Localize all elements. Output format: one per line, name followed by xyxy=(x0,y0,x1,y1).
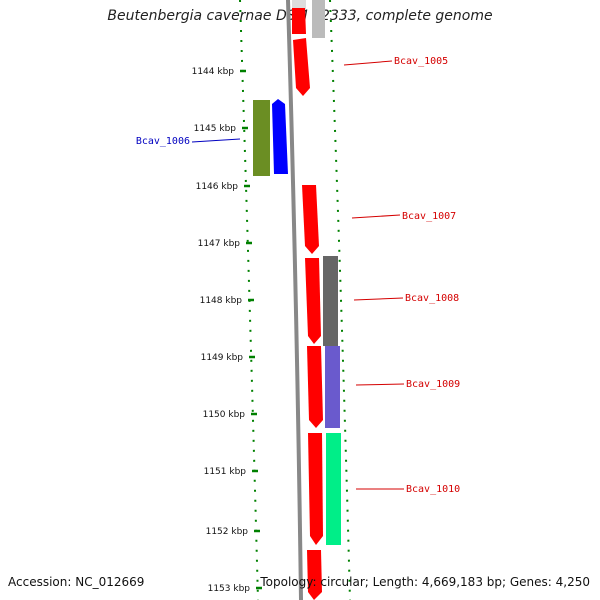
gene-arrow-bcav-1005 xyxy=(293,38,310,96)
scale-label-1148: 1148 kbp xyxy=(200,296,243,306)
gene-faded-top-gray xyxy=(312,0,325,38)
gene-arrow-bcav-1010 xyxy=(308,433,323,545)
gene-arrow-bcav-1008 xyxy=(305,258,321,344)
gene-gray-block xyxy=(323,256,338,346)
gene-slate-block xyxy=(325,346,340,428)
gene-olive-block xyxy=(253,100,270,176)
gene-arrow-bcav-1009 xyxy=(307,346,323,428)
gene-arrow-bcav-1006 xyxy=(272,99,288,174)
scale-label-1147: 1147 kbp xyxy=(198,239,241,249)
scale-label-1149: 1149 kbp xyxy=(201,353,244,363)
accession-text: Accession: NC_012669 xyxy=(8,575,145,589)
gene-arrow-top-red xyxy=(292,8,306,34)
leader-line-bcav-1006 xyxy=(191,138,241,143)
leader-line-bcav-1007 xyxy=(351,214,401,219)
scale-ticks xyxy=(240,69,262,590)
scale-label-1151: 1151 kbp xyxy=(204,467,247,477)
topology-text: Topology: circular; Length: 4,669,183 bp… xyxy=(260,575,590,589)
gene-label-bcav-1010: Bcav_1010 xyxy=(406,484,460,495)
leader-line-bcav-1005 xyxy=(343,60,393,66)
gene-label-bcav-1007: Bcav_1007 xyxy=(402,211,456,222)
gene-label-bcav-1008: Bcav_1008 xyxy=(405,293,459,304)
scale-label-1152: 1152 kbp xyxy=(206,527,249,537)
gene-arrow-bottom-red xyxy=(307,550,322,600)
scale-label-1146: 1146 kbp xyxy=(196,182,239,192)
gene-label-bcav-1009: Bcav_1009 xyxy=(406,379,460,390)
scale-label-1153: 1153 kbp xyxy=(208,584,251,594)
gene-green-block xyxy=(326,433,341,545)
gene-label-bcav-1006: Bcav_1006 xyxy=(136,136,190,147)
leader-line-bcav-1008 xyxy=(353,297,404,301)
leader-line-bcav-1009 xyxy=(355,383,405,386)
gene-arrow-bcav-1007 xyxy=(302,185,319,254)
scale-label-1145: 1145 kbp xyxy=(194,124,237,134)
gene-faded-top-white xyxy=(292,0,306,10)
gene-label-bcav-1005: Bcav_1005 xyxy=(394,56,448,67)
outer-dotted-track xyxy=(329,0,351,600)
scale-label-1150: 1150 kbp xyxy=(203,410,246,420)
backbone-ring xyxy=(286,0,303,600)
scale-label-1144: 1144 kbp xyxy=(192,67,235,77)
